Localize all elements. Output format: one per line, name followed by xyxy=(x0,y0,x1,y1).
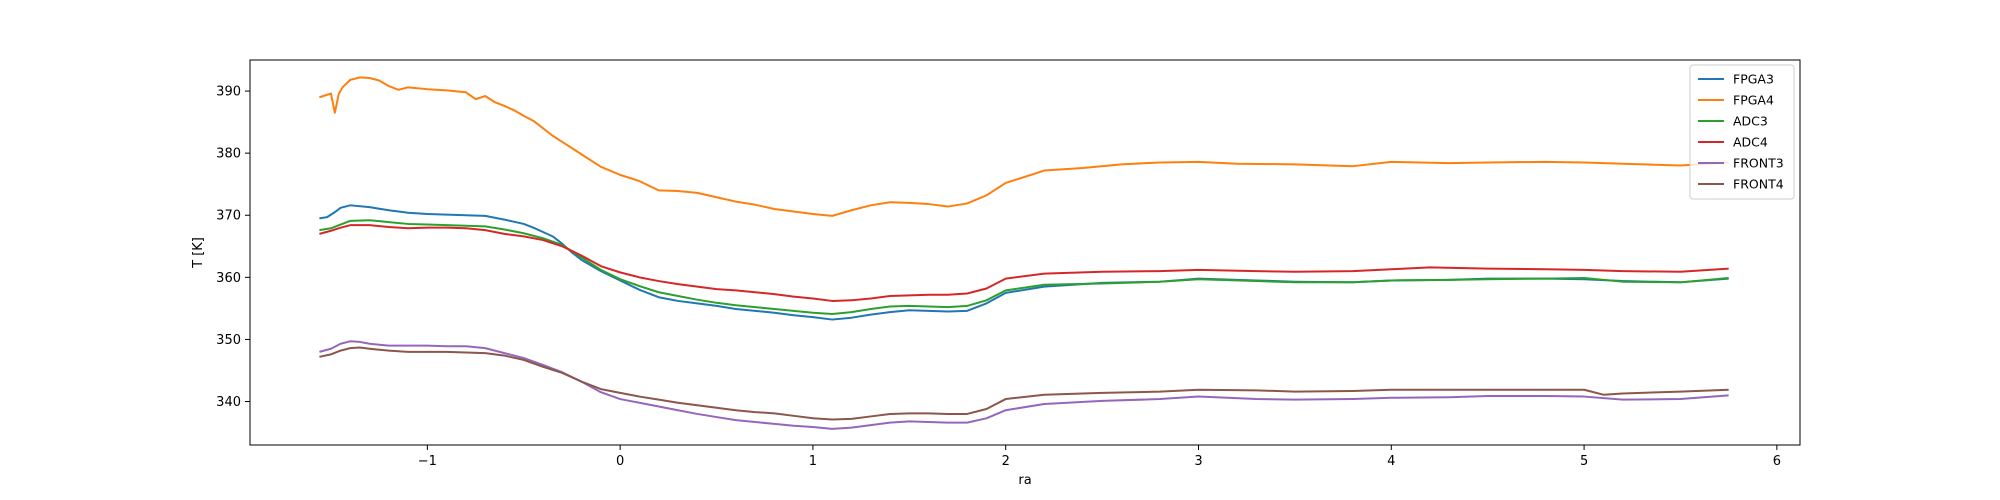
series-line-adc4 xyxy=(319,224,1729,302)
legend: FPGA3 FPGA4 ADC3 ADC4 FRONT3 FRONT4 xyxy=(1689,64,1795,200)
series-line-front4 xyxy=(319,346,1729,421)
x-tick-label: 3 xyxy=(1194,454,1202,469)
x-axis-label: ra xyxy=(1018,473,1031,488)
x-tick-label: 2 xyxy=(1002,454,1010,469)
plot-frame xyxy=(249,59,1801,446)
legend-label-front3: FRONT3 xyxy=(1733,156,1784,171)
series-line-front3 xyxy=(319,340,1729,430)
legend-label-fpga3: FPGA3 xyxy=(1733,72,1774,87)
y-tick-label: 390 xyxy=(216,85,241,100)
legend-label-adc4: ADC4 xyxy=(1733,135,1768,150)
legend-label-front4: FRONT4 xyxy=(1733,177,1784,192)
legend-label-adc3: ADC3 xyxy=(1733,114,1768,129)
series-layer xyxy=(319,76,1729,430)
x-tick-label: 5 xyxy=(1580,454,1588,469)
y-axis: 340 350 360 370 380 390 xyxy=(216,85,250,410)
series-line-fpga4 xyxy=(319,76,1729,217)
x-tick-label: 0 xyxy=(616,454,624,469)
y-tick-label: 360 xyxy=(216,271,241,286)
x-tick-label: 6 xyxy=(1773,454,1781,469)
x-tick-label: 4 xyxy=(1387,454,1395,469)
y-tick-label: 380 xyxy=(216,147,241,162)
plot-background xyxy=(250,60,1800,445)
y-tick-label: 350 xyxy=(216,333,241,348)
x-axis: −1 0 1 2 3 4 5 6 xyxy=(418,445,1781,469)
series-line-adc3 xyxy=(319,219,1729,315)
legend-label-fpga4: FPGA4 xyxy=(1733,93,1774,108)
y-axis-label: T [K] xyxy=(191,237,206,269)
y-tick-label: 340 xyxy=(216,395,241,410)
y-tick-label: 370 xyxy=(216,209,241,224)
x-tick-label: −1 xyxy=(418,454,437,469)
legend-box xyxy=(1689,64,1795,200)
x-tick-label: 1 xyxy=(809,454,817,469)
